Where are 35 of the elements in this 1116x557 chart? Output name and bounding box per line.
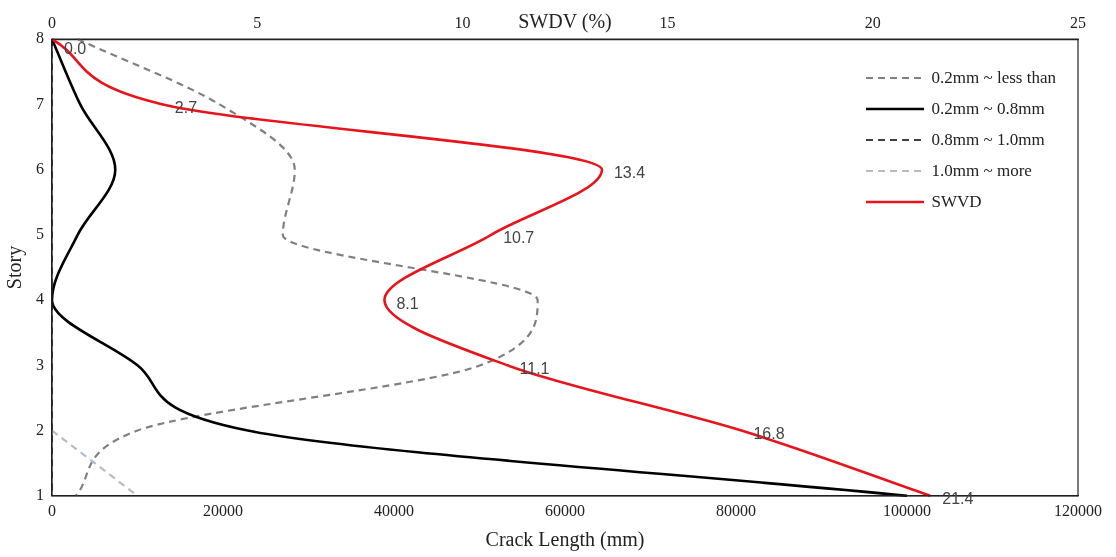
- x-tick-label: 20000: [203, 501, 243, 519]
- data-label: 8.1: [396, 294, 419, 312]
- data-label: 13.4: [613, 164, 646, 182]
- y-tick-label: 7: [36, 94, 44, 112]
- y-tick-label: 8: [36, 29, 44, 47]
- x-tick-label: 120000: [1054, 501, 1102, 519]
- y-tick-label: 6: [36, 159, 44, 177]
- legend-label: 0.8mm ~ 1.0mm: [931, 129, 1045, 150]
- y-tick-label: 3: [36, 355, 44, 373]
- x2-tick-label: 0: [48, 13, 56, 31]
- x-axis-title: Crack Length (mm): [485, 528, 645, 552]
- data-label: 16.8: [753, 424, 785, 442]
- x2-tick-label: 20: [864, 13, 881, 31]
- data-label: 0.0: [64, 39, 87, 57]
- legend-label: 1.0mm ~ more: [931, 160, 1032, 181]
- x2-tick-label: 10: [454, 13, 471, 31]
- x2-axis-title: SWDV (%): [518, 9, 612, 33]
- y-axis-title: Story: [3, 245, 27, 290]
- x2-tick-label: 15: [659, 13, 676, 31]
- y-tick-label: 4: [36, 290, 44, 308]
- legend-label: 0.2mm ~ less than: [931, 67, 1056, 88]
- y-tick-label: 5: [36, 225, 44, 243]
- legend-label: SWVD: [931, 191, 982, 212]
- x-tick-label: 0: [48, 501, 56, 519]
- legend-label: 0.2mm ~ 0.8mm: [931, 98, 1045, 119]
- x2-tick-label: 25: [1070, 13, 1086, 31]
- x-tick-label: 40000: [374, 501, 414, 519]
- x-tick-label: 100000: [883, 501, 931, 519]
- x-tick-label: 80000: [716, 501, 756, 519]
- data-label: 10.7: [503, 229, 535, 247]
- y-tick-label: 1: [36, 486, 44, 503]
- data-label: 11.1: [519, 359, 550, 377]
- x-tick-label: 60000: [545, 501, 585, 519]
- x2-tick-label: 5: [253, 13, 262, 31]
- y-tick-label: 2: [36, 420, 44, 438]
